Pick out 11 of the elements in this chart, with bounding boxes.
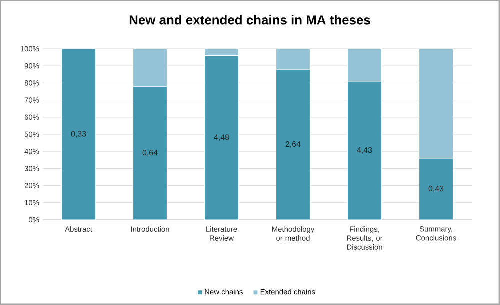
bar: [204, 56, 240, 220]
bar: [276, 49, 311, 70]
chart-title: New and extended chains in MA theses: [130, 15, 370, 25]
bar: [276, 69, 311, 220]
bar: [61, 49, 96, 220]
bar: [132, 86, 168, 220]
bar: [347, 81, 382, 220]
bar: [418, 49, 454, 159]
bar: [132, 49, 168, 87]
bar: [347, 49, 382, 82]
bar: [418, 158, 454, 220]
